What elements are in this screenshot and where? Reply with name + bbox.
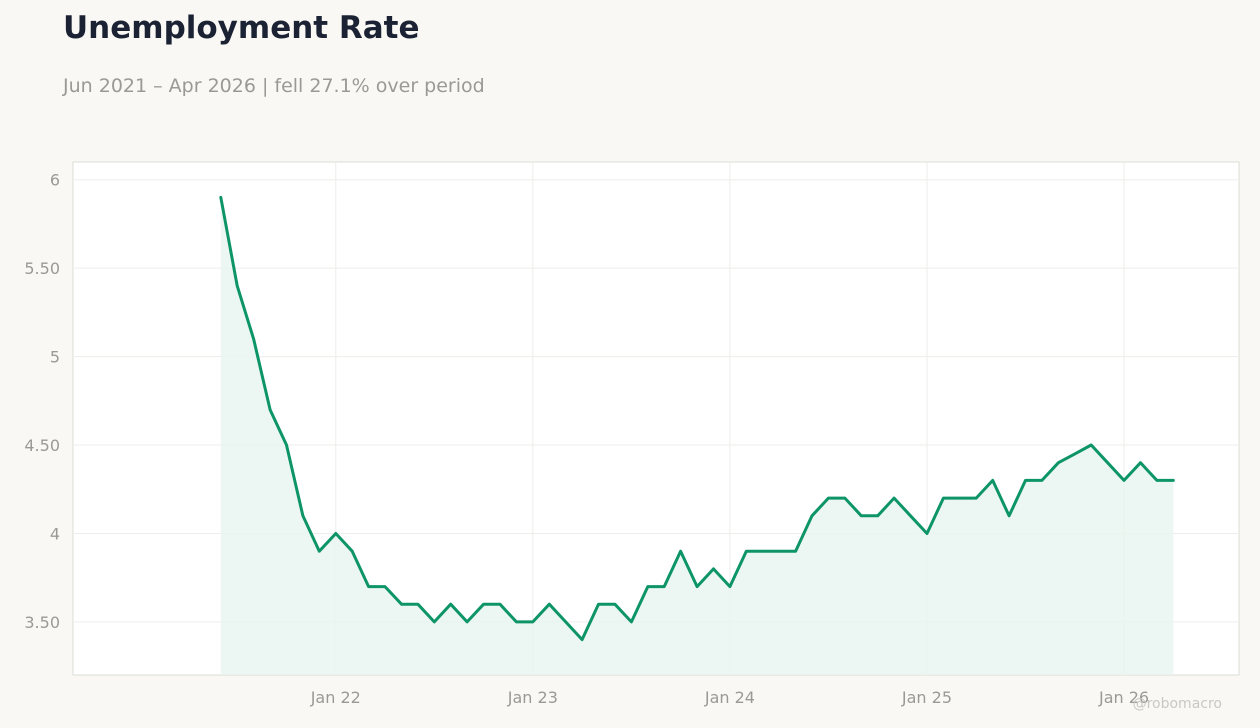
y-tick-label: 4 [50, 524, 60, 543]
x-tick-label: Jan 26 [1098, 688, 1149, 707]
series-area-fill [220, 197, 1174, 675]
data-point [580, 638, 584, 641]
data-point [630, 620, 633, 624]
data-point [416, 603, 420, 606]
data-point [778, 550, 781, 553]
data-point [1057, 461, 1060, 464]
data-point [958, 496, 961, 500]
data-point [367, 585, 370, 588]
data-point [646, 585, 649, 588]
data-point [860, 514, 863, 517]
data-point [1073, 452, 1077, 456]
data-point [1040, 479, 1044, 482]
data-point [679, 550, 682, 553]
data-point [400, 603, 403, 606]
data-point [810, 514, 814, 517]
y-tick-label: 4.50 [24, 436, 60, 455]
data-point [351, 550, 354, 553]
data-point [876, 514, 879, 517]
data-point [597, 603, 600, 606]
data-point [268, 408, 272, 411]
data-point [613, 603, 617, 606]
data-points [219, 196, 1175, 641]
chart-subtitle: Jun 2021 – Apr 2026 | fell 27.1% over pe… [63, 75, 485, 97]
data-point [252, 337, 255, 341]
data-point [925, 532, 929, 535]
data-point [465, 620, 469, 624]
data-point [942, 496, 945, 500]
x-tick-label: Jan 24 [704, 688, 755, 707]
data-point [745, 550, 748, 553]
data-point [548, 603, 551, 606]
chart-title: Unemployment Rate [63, 10, 420, 46]
data-point [1007, 514, 1011, 517]
y-tick-label: 5 [50, 348, 60, 367]
data-point [1122, 479, 1126, 482]
data-point [728, 585, 732, 588]
data-point [285, 443, 288, 447]
data-point [334, 532, 337, 535]
data-point [219, 196, 222, 199]
data-point [1172, 479, 1175, 482]
y-tick-labels: 3.50 4 4.50 5 5.50 6 [24, 171, 60, 632]
data-point [827, 496, 830, 500]
y-tick-label: 3.50 [24, 613, 60, 632]
data-point [892, 496, 896, 500]
x-tick-label: Jan 25 [901, 688, 952, 707]
watermark: @robomacro [1132, 696, 1222, 712]
data-point [1024, 479, 1027, 482]
data-point [843, 496, 847, 500]
data-point [695, 585, 699, 588]
data-point [761, 550, 764, 553]
data-point [1155, 479, 1159, 482]
data-point [1139, 461, 1142, 464]
data-point [663, 585, 666, 588]
data-point [433, 620, 436, 624]
x-tick-label: Jan 23 [507, 688, 558, 707]
data-point [975, 496, 978, 500]
data-point [301, 514, 305, 517]
data-point [383, 585, 387, 588]
data-point [318, 550, 321, 553]
x-tick-labels: Jan 22 Jan 23 Jan 24 Jan 25 Jan 26 [310, 688, 1149, 707]
data-point [712, 567, 715, 571]
y-tick-label: 6 [50, 171, 60, 190]
y-tick-label: 5.50 [24, 259, 60, 278]
data-point [236, 284, 239, 287]
data-point [449, 603, 452, 606]
data-point [909, 514, 912, 517]
data-point [564, 620, 567, 624]
data-point [482, 603, 485, 606]
x-tick-label: Jan 22 [310, 688, 361, 707]
data-point [531, 620, 534, 624]
data-point [498, 603, 502, 606]
data-point [515, 620, 518, 624]
data-point [1106, 461, 1109, 464]
data-point [1090, 443, 1093, 447]
data-point [794, 550, 797, 553]
data-point [991, 479, 994, 482]
